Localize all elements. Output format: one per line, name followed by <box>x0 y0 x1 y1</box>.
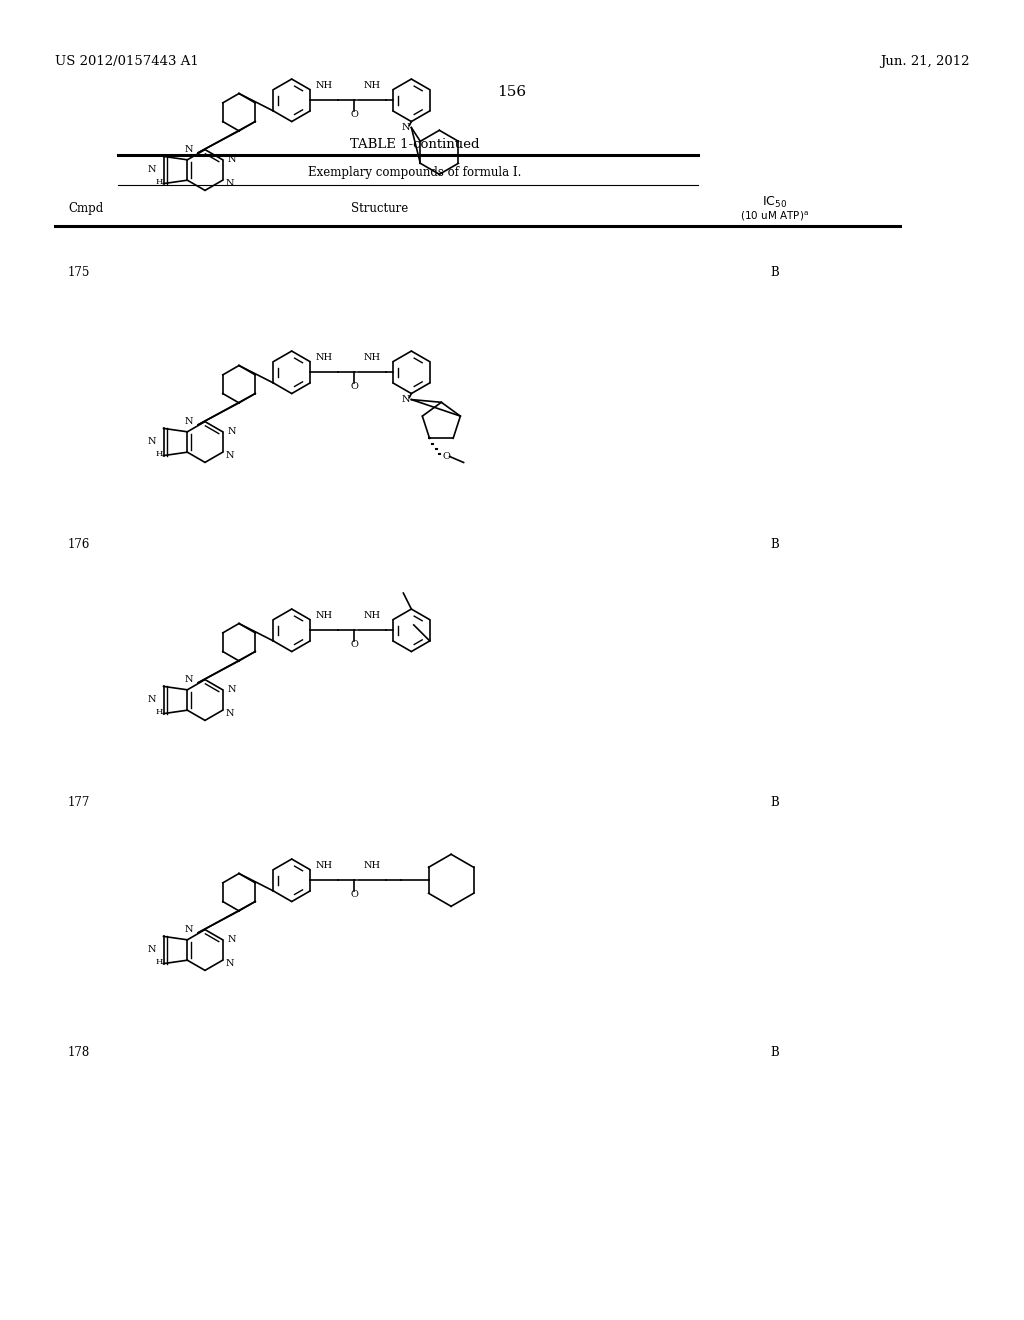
Text: US 2012/0157443 A1: US 2012/0157443 A1 <box>55 55 199 69</box>
Text: N: N <box>225 709 234 718</box>
Text: N: N <box>185 145 194 154</box>
Text: N: N <box>185 676 194 684</box>
Text: NH: NH <box>315 82 333 90</box>
Text: NH: NH <box>364 611 381 620</box>
Text: H: H <box>156 708 163 715</box>
Text: NH: NH <box>315 611 333 620</box>
Text: Structure: Structure <box>351 202 409 215</box>
Text: NH: NH <box>315 862 333 870</box>
Text: N: N <box>227 685 237 694</box>
Text: N: N <box>225 450 234 459</box>
Text: N: N <box>147 945 156 954</box>
Text: NH: NH <box>315 354 333 362</box>
Text: H: H <box>156 178 163 186</box>
Text: N: N <box>185 417 194 426</box>
Text: N: N <box>227 936 237 944</box>
Text: O: O <box>350 640 358 649</box>
Text: N: N <box>401 123 410 132</box>
Text: O: O <box>350 890 358 899</box>
Text: B: B <box>771 539 779 550</box>
Text: TABLE 1-continued: TABLE 1-continued <box>350 139 480 150</box>
Text: N: N <box>227 156 237 164</box>
Text: O: O <box>350 381 358 391</box>
Text: N: N <box>147 165 156 174</box>
Text: N: N <box>401 395 410 404</box>
Text: N: N <box>185 925 194 935</box>
Text: 156: 156 <box>498 84 526 99</box>
Text: Exemplary compounds of formula I.: Exemplary compounds of formula I. <box>308 166 521 180</box>
Text: N: N <box>147 437 156 446</box>
Text: B: B <box>771 1045 779 1059</box>
Text: 177: 177 <box>68 796 90 809</box>
Text: Cmpd: Cmpd <box>68 202 103 215</box>
Text: $\mathrm{IC}_{50}$: $\mathrm{IC}_{50}$ <box>763 195 787 210</box>
Text: O: O <box>442 451 451 461</box>
Text: B: B <box>771 796 779 809</box>
Text: H: H <box>156 958 163 966</box>
Text: 178: 178 <box>68 1045 90 1059</box>
Text: N: N <box>227 428 237 437</box>
Text: 176: 176 <box>68 539 90 550</box>
Text: N: N <box>225 958 234 968</box>
Text: N: N <box>225 178 234 187</box>
Text: NH: NH <box>364 862 381 870</box>
Text: Jun. 21, 2012: Jun. 21, 2012 <box>881 55 970 69</box>
Text: NH: NH <box>364 354 381 362</box>
Text: B: B <box>771 267 779 279</box>
Text: $\mathrm{(10\ uM\ ATP)^{a}}$: $\mathrm{(10\ uM\ ATP)^{a}}$ <box>740 210 810 223</box>
Text: NH: NH <box>364 82 381 90</box>
Text: H: H <box>156 450 163 458</box>
Text: 175: 175 <box>68 267 90 279</box>
Text: N: N <box>147 696 156 705</box>
Text: O: O <box>350 110 358 119</box>
